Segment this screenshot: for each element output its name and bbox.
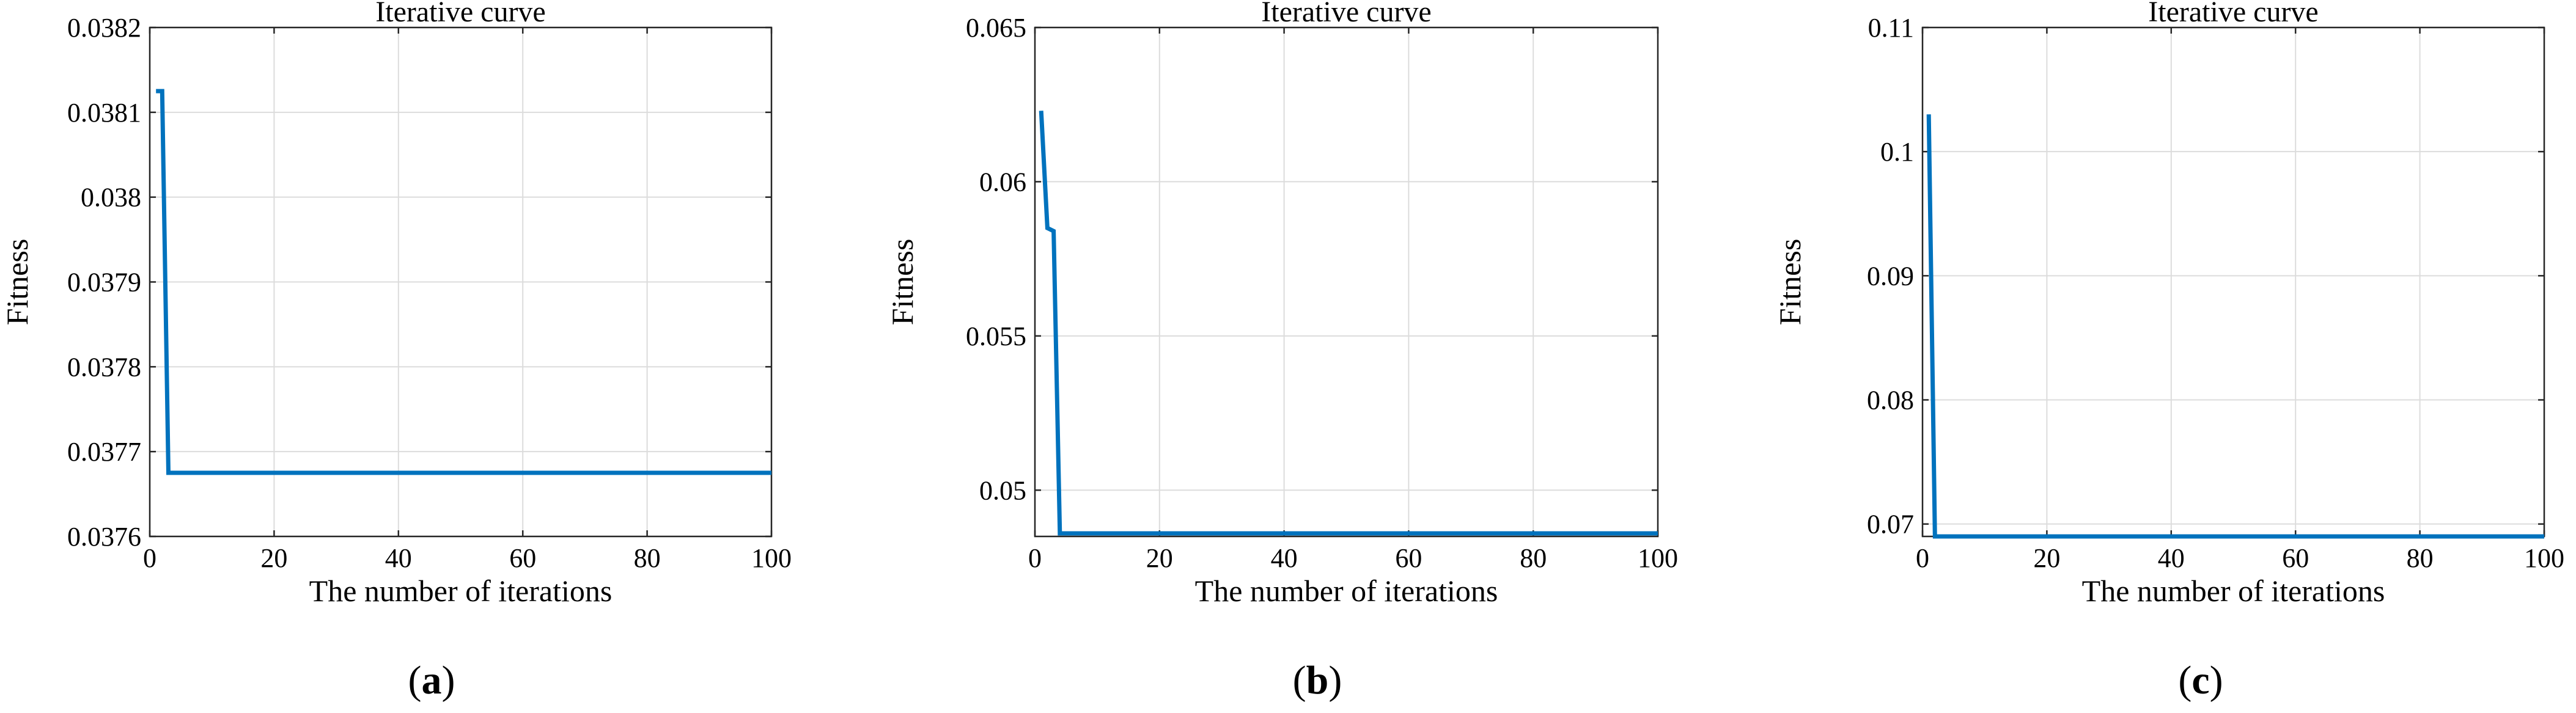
xtick-label-a-3: 60 xyxy=(509,543,536,573)
xtick-label-c-2: 40 xyxy=(2158,543,2185,573)
xtick-label-a-1: 20 xyxy=(260,543,287,573)
panel-caption-b: (b) xyxy=(1293,658,1342,703)
chart-a: 0 20 40 60 80 100 0.0376 0.0377 0.0378 0.0379 0.03… xyxy=(0,0,792,608)
series-line-b-0 xyxy=(1039,111,1658,536)
ytick-label-c-0: 0.07 xyxy=(1867,510,1914,539)
xtick-label-c-3: 60 xyxy=(2282,543,2309,573)
ytick-label-b-3: 0.065 xyxy=(966,13,1026,43)
xtick-label-c-0: 0 xyxy=(1916,543,1929,573)
chart-title-b: Iterative curve xyxy=(1261,0,1431,28)
ytick-label-a-5: 0.0381 xyxy=(67,98,141,128)
xlabel-c: The number of iterations xyxy=(2082,574,2385,608)
series-line-a-0 xyxy=(156,89,771,475)
xlabel-a: The number of iterations xyxy=(309,574,613,608)
ylabel-b: Fitness xyxy=(885,239,919,326)
ytick-label-b-0: 0.05 xyxy=(979,475,1026,505)
ytick-label-c-4: 0.11 xyxy=(1868,13,1914,43)
xtick-label-b-5: 100 xyxy=(1638,543,1678,573)
ytick-label-a-6: 0.0382 xyxy=(67,13,141,43)
panel-caption-c: (c) xyxy=(2178,658,2223,703)
ytick-label-c-2: 0.09 xyxy=(1867,261,1914,291)
chart-b: 0 20 40 60 80 100 0.05 0.055 0.06 0.065 Iterative … xyxy=(885,0,1678,608)
axes-box-c xyxy=(1921,26,2545,538)
ylabel-a: Fitness xyxy=(0,239,34,326)
panel-caption-a: (a) xyxy=(408,658,455,703)
xtick-label-b-2: 40 xyxy=(1271,543,1298,573)
xtick-label-a-0: 0 xyxy=(143,543,156,573)
xtick-label-b-0: 0 xyxy=(1028,543,1042,573)
ytick-label-a-2: 0.0378 xyxy=(67,352,141,382)
xlabel-b: The number of iterations xyxy=(1195,574,1498,608)
xtick-label-a-4: 80 xyxy=(634,543,661,573)
ytick-label-c-1: 0.08 xyxy=(1867,386,1914,415)
xtick-label-c-5: 100 xyxy=(2524,543,2564,573)
ytick-label-c-3: 0.1 xyxy=(1880,137,1914,167)
series-line-c-0 xyxy=(1926,114,2544,539)
ytick-label-a-4: 0.038 xyxy=(81,183,141,213)
ytick-label-a-0: 0.0376 xyxy=(67,522,141,552)
xtick-label-a-2: 40 xyxy=(385,543,412,573)
chart-title-c: Iterative curve xyxy=(2148,0,2318,28)
chart-c: 0 20 40 60 80 100 0.07 0.08 0.09 0.1 0.11 Iterative… xyxy=(1773,0,2564,608)
xtick-label-c-4: 80 xyxy=(2407,543,2434,573)
ylabel-c: Fitness xyxy=(1773,239,1807,326)
xtick-label-a-5: 100 xyxy=(751,543,792,573)
ytick-label-b-1: 0.055 xyxy=(966,321,1026,351)
ytick-label-a-3: 0.0379 xyxy=(67,268,141,298)
xtick-label-c-1: 20 xyxy=(2033,543,2060,573)
ytick-label-b-2: 0.06 xyxy=(979,167,1026,197)
xtick-label-b-4: 80 xyxy=(1520,543,1547,573)
chart-title-a: Iterative curve xyxy=(375,0,545,28)
xtick-label-b-1: 20 xyxy=(1146,543,1173,573)
ytick-label-a-1: 0.0377 xyxy=(67,437,141,467)
axes-box-b xyxy=(1034,26,1659,538)
xtick-label-b-3: 60 xyxy=(1395,543,1422,573)
